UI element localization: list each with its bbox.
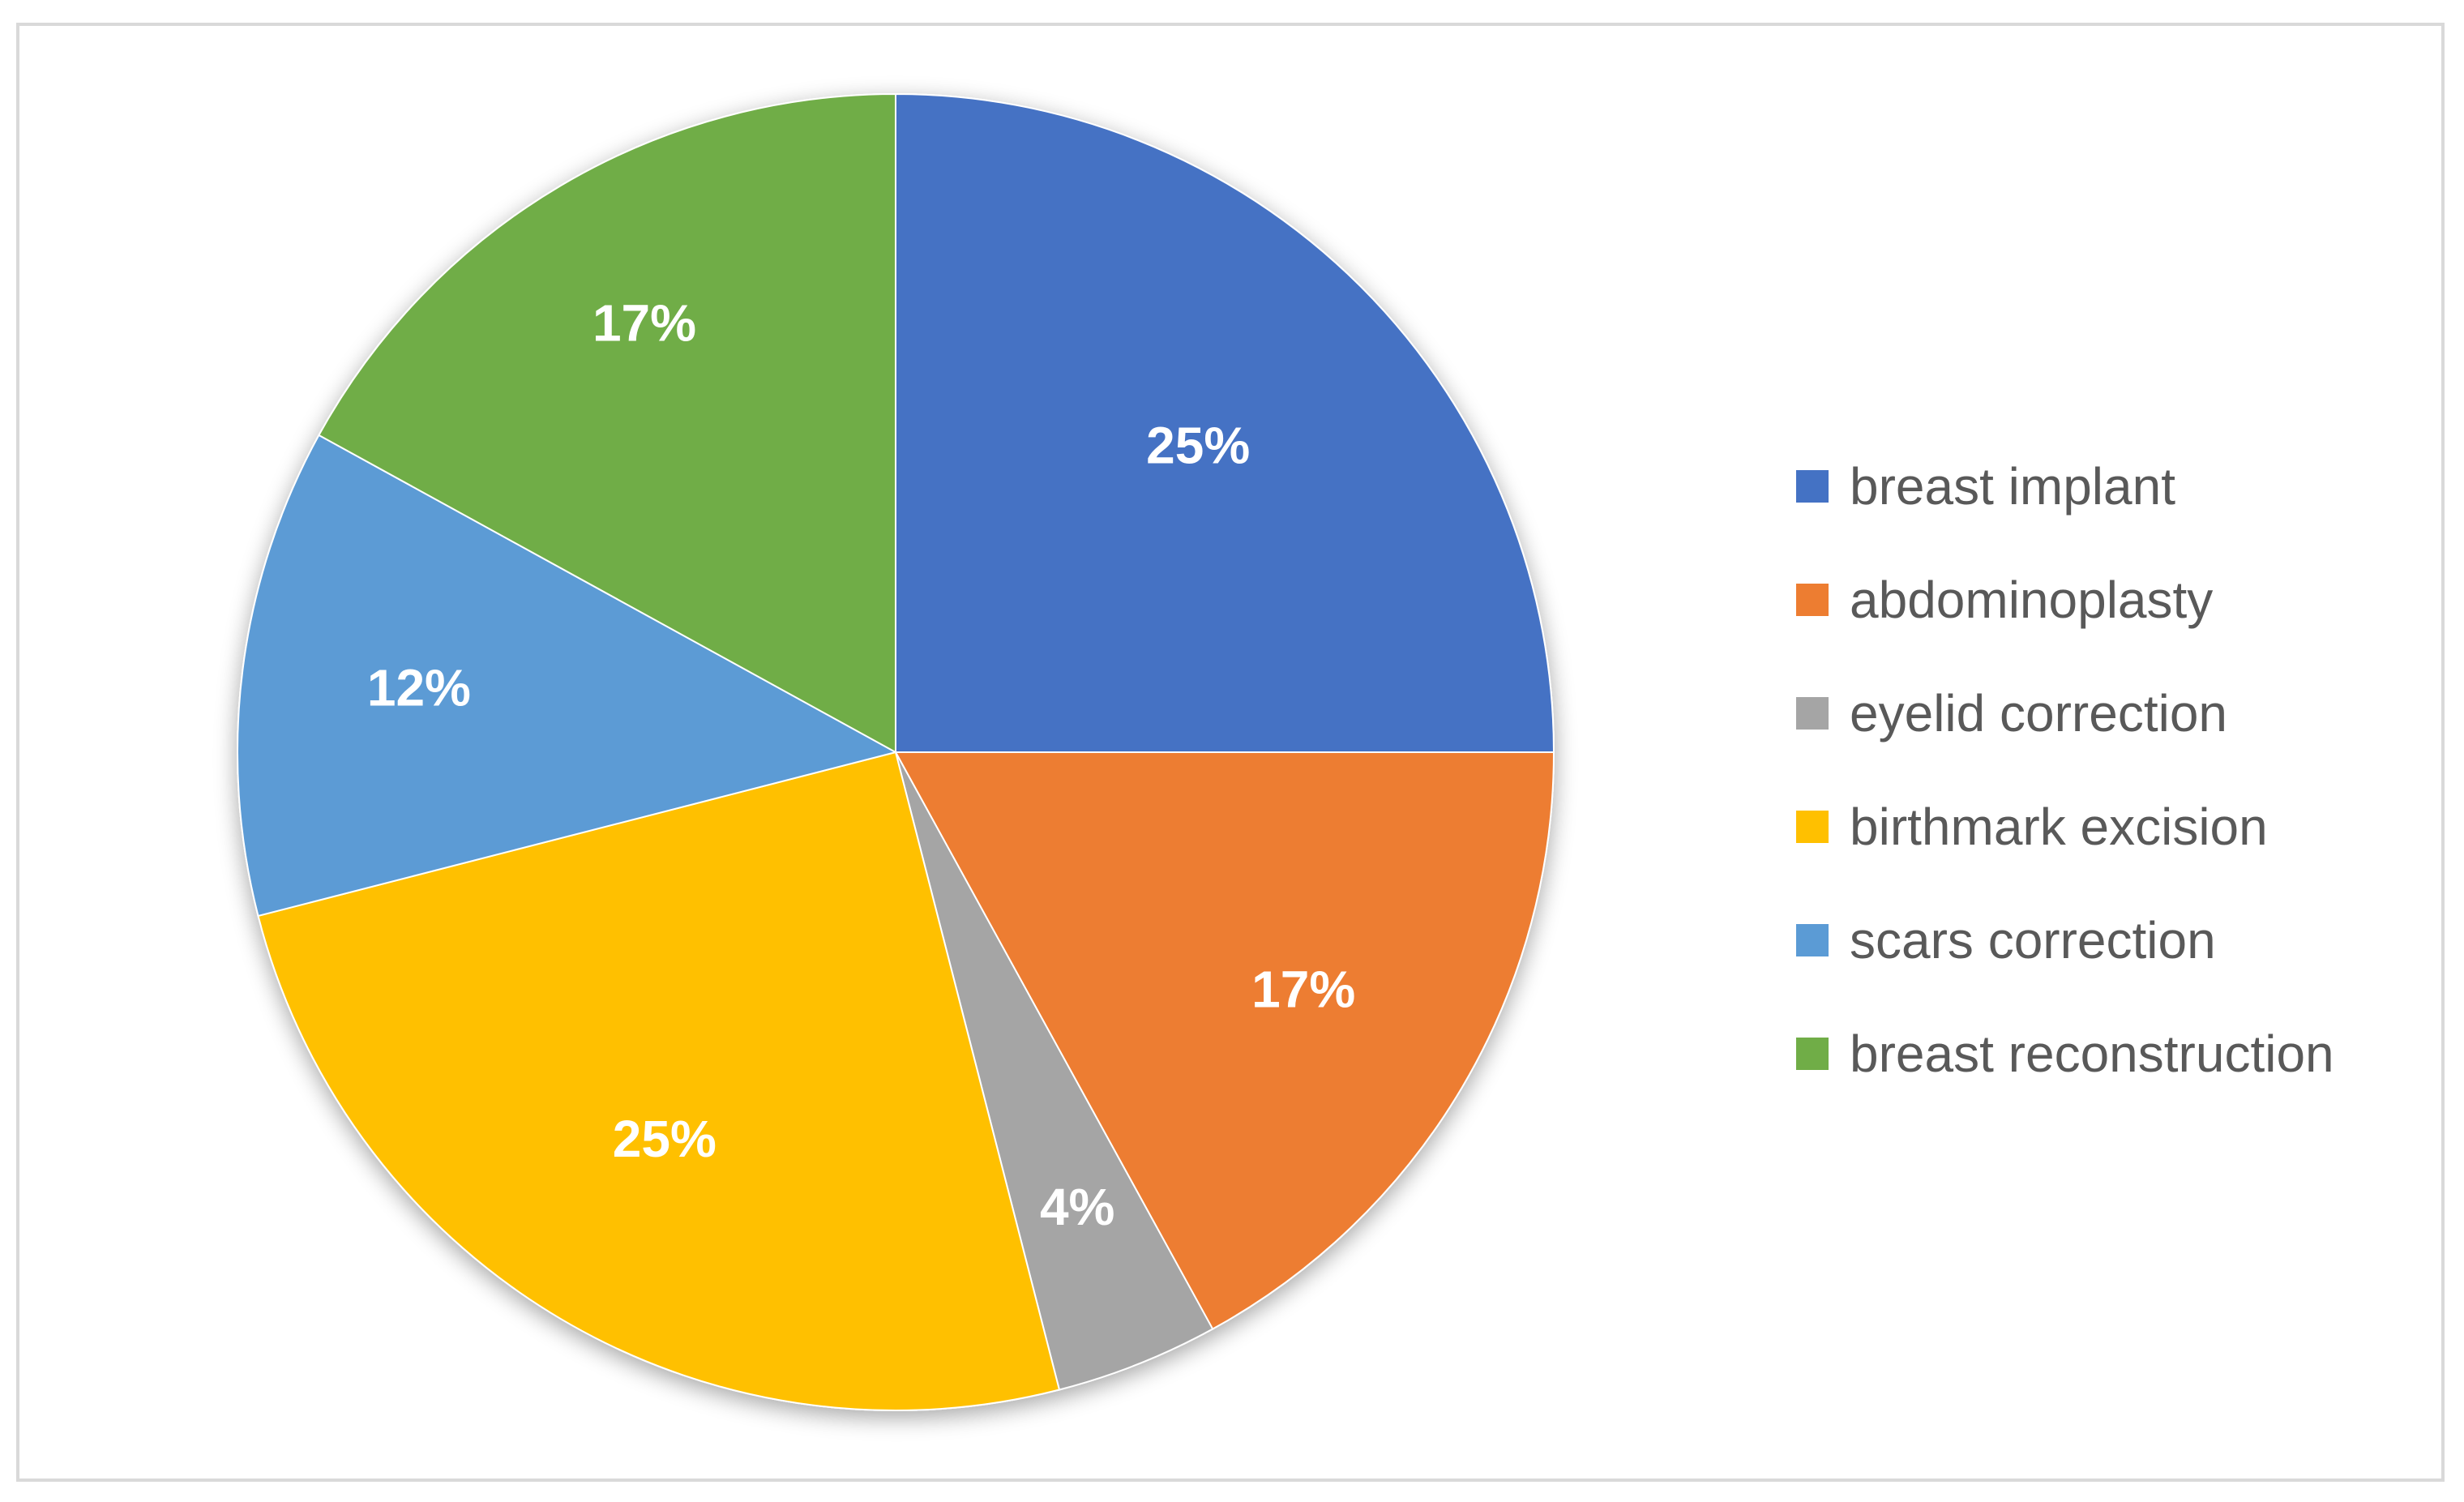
data-label: 4%	[1040, 1178, 1115, 1236]
legend-label: eyelid correction	[1850, 684, 2227, 742]
legend-label: scars correction	[1850, 911, 2216, 969]
pie-slice-abdominoplasty	[894, 751, 1555, 1330]
pie-slice-birthmark-excision	[257, 751, 1061, 1411]
data-label: 17%	[1251, 961, 1355, 1019]
legend-swatch	[1796, 584, 1829, 616]
legend-swatch	[1796, 924, 1829, 956]
legend-item-eyelid-correction: eyelid correction	[1796, 657, 2334, 770]
data-label: 17%	[592, 294, 696, 353]
legend-swatch	[1796, 1038, 1829, 1070]
pie-slice-breast-reconstruction	[318, 92, 896, 754]
legend-swatch	[1796, 811, 1829, 843]
legend-label: birthmark excision	[1850, 798, 2268, 856]
legend-item-birthmark-excision: birthmark excision	[1796, 770, 2334, 884]
legend: breast implant abdominoplasty eyelid cor…	[1796, 430, 2334, 1110]
legend-label: abdominoplasty	[1850, 571, 2214, 629]
legend-swatch	[1796, 697, 1829, 730]
legend-item-scars-correction: scars correction	[1796, 884, 2334, 997]
pie-slice-breast-implant	[895, 92, 1555, 753]
legend-item-breast-reconstruction: breast reconstruction	[1796, 997, 2334, 1110]
pie-slice-eyelid-correction	[895, 751, 1214, 1391]
pie-slice-scars-correction	[237, 434, 898, 918]
legend-swatch	[1796, 470, 1829, 503]
data-label: 25%	[1146, 417, 1250, 475]
legend-item-abdominoplasty: abdominoplasty	[1796, 543, 2334, 657]
legend-label: breast implant	[1850, 457, 2175, 516]
legend-item-breast-implant: breast implant	[1796, 430, 2334, 543]
data-label: 25%	[613, 1110, 717, 1168]
data-label: 12%	[367, 659, 471, 717]
legend-label: breast reconstruction	[1850, 1025, 2334, 1083]
